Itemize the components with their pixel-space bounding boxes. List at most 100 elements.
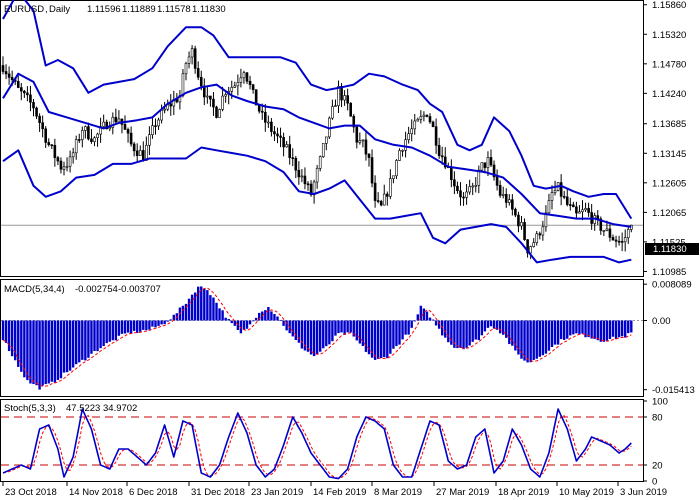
candle-body [568, 204, 572, 206]
candle-body [611, 237, 615, 241]
macd-bar [221, 310, 224, 321]
current-price-box [645, 243, 699, 255]
candle-body [498, 185, 502, 196]
macd-bar [468, 320, 471, 346]
candle-body [270, 121, 273, 132]
macd-bar [413, 320, 416, 322]
macd-bar [187, 298, 191, 321]
macd-bar [569, 320, 572, 336]
macd-bar [416, 314, 419, 321]
candle-body [84, 126, 87, 131]
candle-body [248, 80, 252, 85]
candle-body [87, 126, 90, 140]
candle-body [504, 194, 508, 203]
candle-body [148, 134, 151, 146]
macd-bar [254, 317, 258, 321]
macd-histogram [1, 286, 633, 390]
macd-bar [456, 320, 459, 349]
candle-body [81, 130, 84, 140]
price-tick-label: 1.12065 [652, 208, 686, 219]
macd-bar [215, 302, 218, 321]
macd-title: MACD(5,34,4) [4, 284, 65, 295]
candle-body [425, 114, 429, 117]
candle-body [501, 194, 505, 196]
candle-body [96, 133, 99, 139]
macd-bar [471, 320, 474, 342]
candle-body [376, 200, 380, 202]
stoch-tick-label: 100 [652, 397, 668, 408]
candle-body [343, 95, 346, 101]
candle-body [541, 226, 545, 236]
candle-body [352, 115, 356, 128]
candle-body [535, 233, 539, 243]
candle-body [456, 185, 459, 192]
candle-body [355, 126, 359, 143]
candle-body [514, 208, 517, 216]
candle-body [605, 228, 609, 231]
candle-body [199, 76, 203, 87]
macd-bar [578, 320, 581, 335]
macd-bar [285, 320, 288, 331]
macd-bar [248, 320, 252, 325]
macd-bar [291, 320, 294, 337]
macd-bar [508, 320, 511, 345]
candle-body [416, 118, 420, 122]
macd-bar [502, 320, 505, 335]
candle-body [364, 139, 368, 155]
stoch-panel [1, 408, 643, 480]
macd-bar [242, 320, 246, 330]
candle-body [337, 86, 340, 106]
stoch-y-axis: 100 80 20 0 [643, 397, 668, 488]
candle-body [196, 68, 200, 78]
candle-body [398, 150, 401, 161]
candle-body [620, 241, 624, 243]
macd-bar [437, 320, 441, 329]
macd-bar [154, 320, 157, 328]
current-price-label: 1.11830 [653, 244, 687, 255]
candle-body [218, 109, 221, 118]
macd-bar [538, 320, 541, 357]
time-tick-label: 27 Mar 2019 [436, 487, 489, 498]
candle-body [324, 136, 328, 144]
macd-bar [480, 320, 484, 336]
candle-body [623, 237, 627, 243]
macd-bar [349, 320, 352, 333]
macd-bar [532, 320, 535, 360]
macd-bar [166, 320, 169, 322]
candle-body [318, 156, 322, 169]
macd-bar [123, 320, 127, 334]
macd-bar [340, 320, 343, 333]
macd-bar [547, 320, 551, 351]
ohlc-close: 1.11830 [192, 4, 226, 15]
macd-bar [279, 319, 282, 321]
macd-bar [96, 320, 99, 352]
candle-body [154, 125, 157, 127]
macd-bar [264, 310, 267, 321]
macd-bar [87, 320, 90, 358]
candle-body [10, 77, 14, 81]
macd-bar [370, 320, 374, 358]
macd-bar [315, 320, 319, 355]
macd-bar [53, 320, 57, 383]
candle-body [145, 144, 148, 161]
candle-body [517, 214, 520, 227]
macd-bar [624, 320, 627, 338]
macd-bar [398, 320, 401, 345]
macd-bar [312, 320, 316, 357]
macd-bar [276, 316, 279, 321]
macd-header: MACD(5,34,4) -0.002754 -0.003707 [4, 284, 161, 295]
macd-bar [630, 320, 633, 333]
macd-bar [209, 295, 212, 321]
macd-bar [419, 305, 423, 321]
macd-bar [160, 320, 163, 325]
macd-bar [99, 320, 102, 349]
macd-bar [541, 320, 545, 356]
candle-body [443, 156, 447, 168]
macd-bar [361, 320, 365, 347]
price-panel-frame [0, 0, 644, 277]
macd-bar [447, 320, 450, 343]
bollinger-middle-band [2, 72, 632, 228]
candle-body [285, 144, 288, 148]
time-tick-label: 14 Nov 2018 [69, 487, 123, 498]
macd-bar [575, 320, 578, 334]
